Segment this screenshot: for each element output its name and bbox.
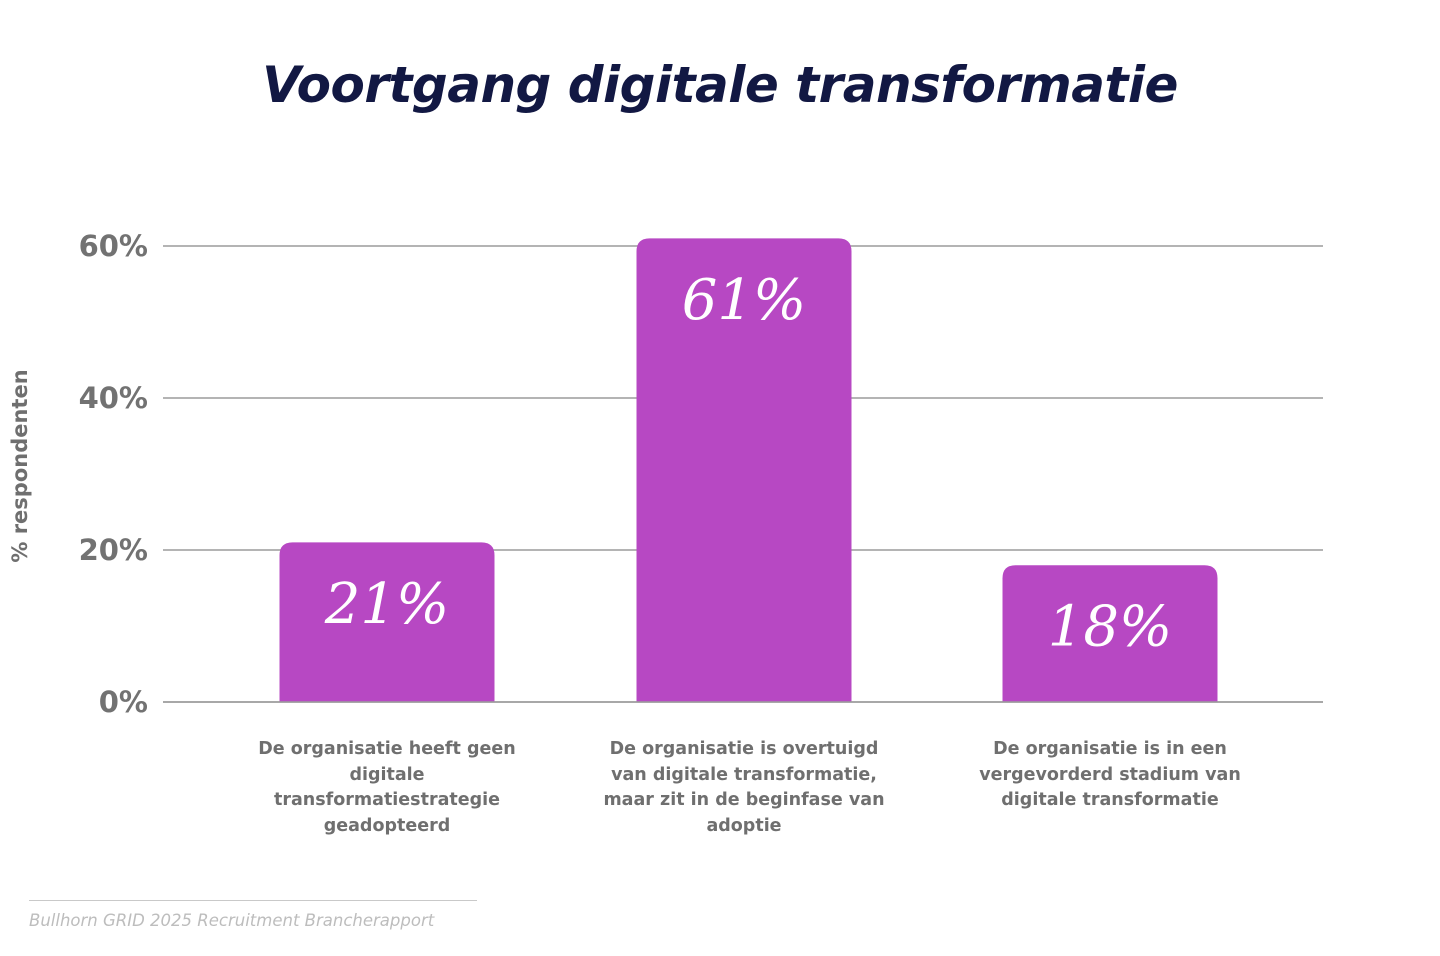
- bar-value-label: 61%: [682, 268, 806, 333]
- source-divider: [29, 900, 477, 901]
- y-tick-labels: 0% 20% 40% 60%: [79, 229, 148, 719]
- bar-value-label: 21%: [324, 572, 449, 637]
- y-tick-label: 40%: [79, 381, 148, 415]
- y-tick-label: 20%: [79, 533, 148, 567]
- y-tick-label: 60%: [79, 229, 148, 263]
- source-note: Bullhorn GRID 2025 Recruitment Branchera…: [29, 911, 435, 930]
- y-tick-label: 0%: [99, 685, 148, 719]
- x-category-label: De organisatie is overtuigd van digitale…: [603, 739, 885, 836]
- chart-title: Voortgang digitale transformatie: [262, 56, 1178, 114]
- bars: [279, 238, 1218, 702]
- x-category-label: De organisatie is in een vergevorderd st…: [979, 739, 1241, 810]
- x-category-label: De organisatie heeft geen digitale trans…: [258, 739, 516, 836]
- bar: [636, 238, 852, 702]
- bar: [279, 542, 495, 702]
- bar: [1002, 565, 1218, 702]
- bar-value-label: 18%: [1048, 595, 1172, 660]
- bar-value-labels: 21% 61% 18%: [163, 268, 1323, 703]
